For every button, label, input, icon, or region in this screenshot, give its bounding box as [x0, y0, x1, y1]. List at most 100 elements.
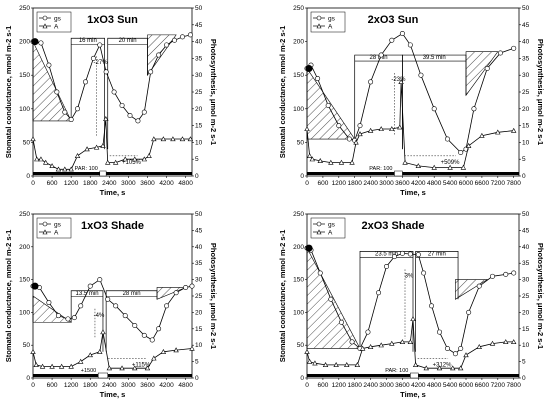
point-gs	[399, 250, 405, 256]
y-tick-label-right: 45	[522, 22, 530, 29]
y-tick-label-right: 0	[195, 173, 199, 180]
point-gs	[391, 254, 397, 260]
x-tick-label: 2400	[363, 382, 378, 389]
point-gs	[436, 329, 442, 335]
point-A	[398, 79, 404, 85]
x-tick-label: 6600	[475, 180, 490, 187]
point-gs	[111, 89, 117, 95]
y-tick-label-right: 5	[522, 359, 526, 366]
percent-change-dec: 3%	[405, 273, 414, 279]
y-tick-label-right: 50	[195, 211, 203, 218]
point-gs	[383, 263, 389, 269]
series-line-gs	[32, 34, 191, 122]
gs-start-marker	[305, 244, 313, 252]
duration-label-1: 16 min	[79, 38, 97, 44]
point-gs	[458, 149, 464, 155]
point-A	[304, 348, 310, 354]
point-gs	[368, 79, 374, 85]
point-gs	[183, 284, 189, 290]
y-tick-label-right: 25	[195, 293, 203, 300]
point-A	[344, 362, 350, 367]
duration-bracket-2	[402, 54, 467, 150]
y-tick-label-left: 200	[293, 39, 304, 46]
x-tick-label: 4200	[411, 382, 426, 389]
point-A	[476, 344, 482, 349]
point-A	[503, 339, 509, 345]
point-A	[58, 363, 65, 369]
point-gs	[78, 303, 84, 309]
point-A	[359, 345, 366, 351]
y-tick-label-left: 150	[293, 72, 304, 79]
x-tick-label: 600	[317, 382, 328, 389]
par-bar	[307, 172, 519, 175]
y-tick-label-left: 50	[23, 342, 31, 349]
y-tick-label-right: 0	[522, 173, 526, 180]
y-tick-label-left: 250	[19, 5, 30, 12]
x-tick-label: 3000	[121, 382, 136, 389]
point-A	[30, 348, 36, 354]
point-A	[103, 116, 109, 121]
y-tick-label-right: 30	[195, 72, 203, 79]
point-gs	[179, 34, 185, 40]
point-A	[338, 159, 345, 165]
percent-change-inc: +115%	[132, 362, 151, 368]
point-gs	[127, 113, 133, 119]
point-A	[49, 363, 55, 369]
legend-label-gs: gs	[54, 222, 62, 229]
duration-label-1: 23.5 min	[375, 251, 398, 257]
point-gs	[325, 102, 331, 108]
point-A	[328, 159, 334, 165]
duration-label-2: 27 min	[428, 251, 446, 257]
point-gs	[105, 296, 111, 302]
point-A	[423, 365, 429, 371]
point-A	[141, 156, 148, 162]
point-gs	[68, 117, 74, 123]
x-tick-label: 4800	[178, 382, 193, 389]
point-A	[30, 136, 36, 142]
duration-bracket-2	[107, 37, 148, 150]
point-gs	[97, 42, 103, 48]
duration-bracket-1	[70, 37, 105, 150]
point-gs	[46, 300, 52, 306]
point-gs	[103, 69, 109, 75]
y-axis-label-left: Stomatal conductance, mmol m-2 s-1	[278, 230, 287, 363]
point-A	[354, 362, 361, 367]
point-gs	[189, 283, 195, 289]
point-gs	[338, 319, 344, 325]
par-label: +1500	[81, 368, 96, 374]
point-gs	[71, 315, 77, 321]
y-tick-label-right: 20	[195, 106, 203, 113]
y-tick-label-right: 15	[522, 123, 530, 130]
x-tick-label: 600	[47, 382, 58, 389]
point-gs	[407, 251, 413, 257]
par-bar-white	[97, 372, 108, 379]
legend-label-A: A	[54, 230, 59, 237]
point-A	[410, 316, 416, 322]
point-A	[68, 363, 74, 369]
x-tick-label: 0	[31, 382, 35, 389]
point-gs	[346, 136, 352, 142]
point-A	[100, 142, 106, 148]
x-tick-label: 5400	[443, 180, 458, 187]
gs-start-marker	[305, 64, 313, 72]
gs-start-marker	[31, 282, 39, 290]
point-A	[84, 146, 90, 152]
x-tick-label: 1200	[332, 382, 347, 389]
point-gs	[141, 332, 147, 338]
point-gs	[54, 89, 60, 95]
point-gs	[336, 123, 342, 129]
y-tick-label-right: 15	[195, 326, 203, 333]
y-tick-label-right: 20	[195, 309, 203, 316]
y-tick-label-left: 250	[19, 211, 30, 218]
par-bar	[33, 374, 192, 377]
x-tick-label: 3600	[395, 382, 410, 389]
x-tick-label: 0	[305, 180, 309, 187]
y-tick-label-right: 30	[522, 277, 530, 284]
point-A	[436, 365, 443, 371]
hatch-area-left	[32, 41, 72, 122]
x-tick-label: 7800	[506, 382, 521, 389]
hatch-area-left	[306, 67, 356, 140]
legend-marker-gs	[42, 15, 48, 21]
duration-bracket-2	[105, 290, 158, 352]
